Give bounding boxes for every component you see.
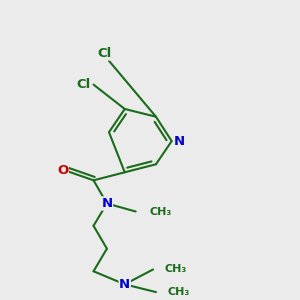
Text: Cl: Cl [76, 78, 90, 91]
Text: N: N [101, 197, 112, 210]
Text: CH₃: CH₃ [149, 206, 171, 217]
Text: O: O [57, 164, 68, 177]
Text: N: N [174, 135, 185, 148]
Text: N: N [119, 278, 130, 291]
Text: CH₃: CH₃ [168, 287, 190, 297]
Text: Cl: Cl [98, 47, 112, 60]
Text: CH₃: CH₃ [165, 265, 187, 275]
